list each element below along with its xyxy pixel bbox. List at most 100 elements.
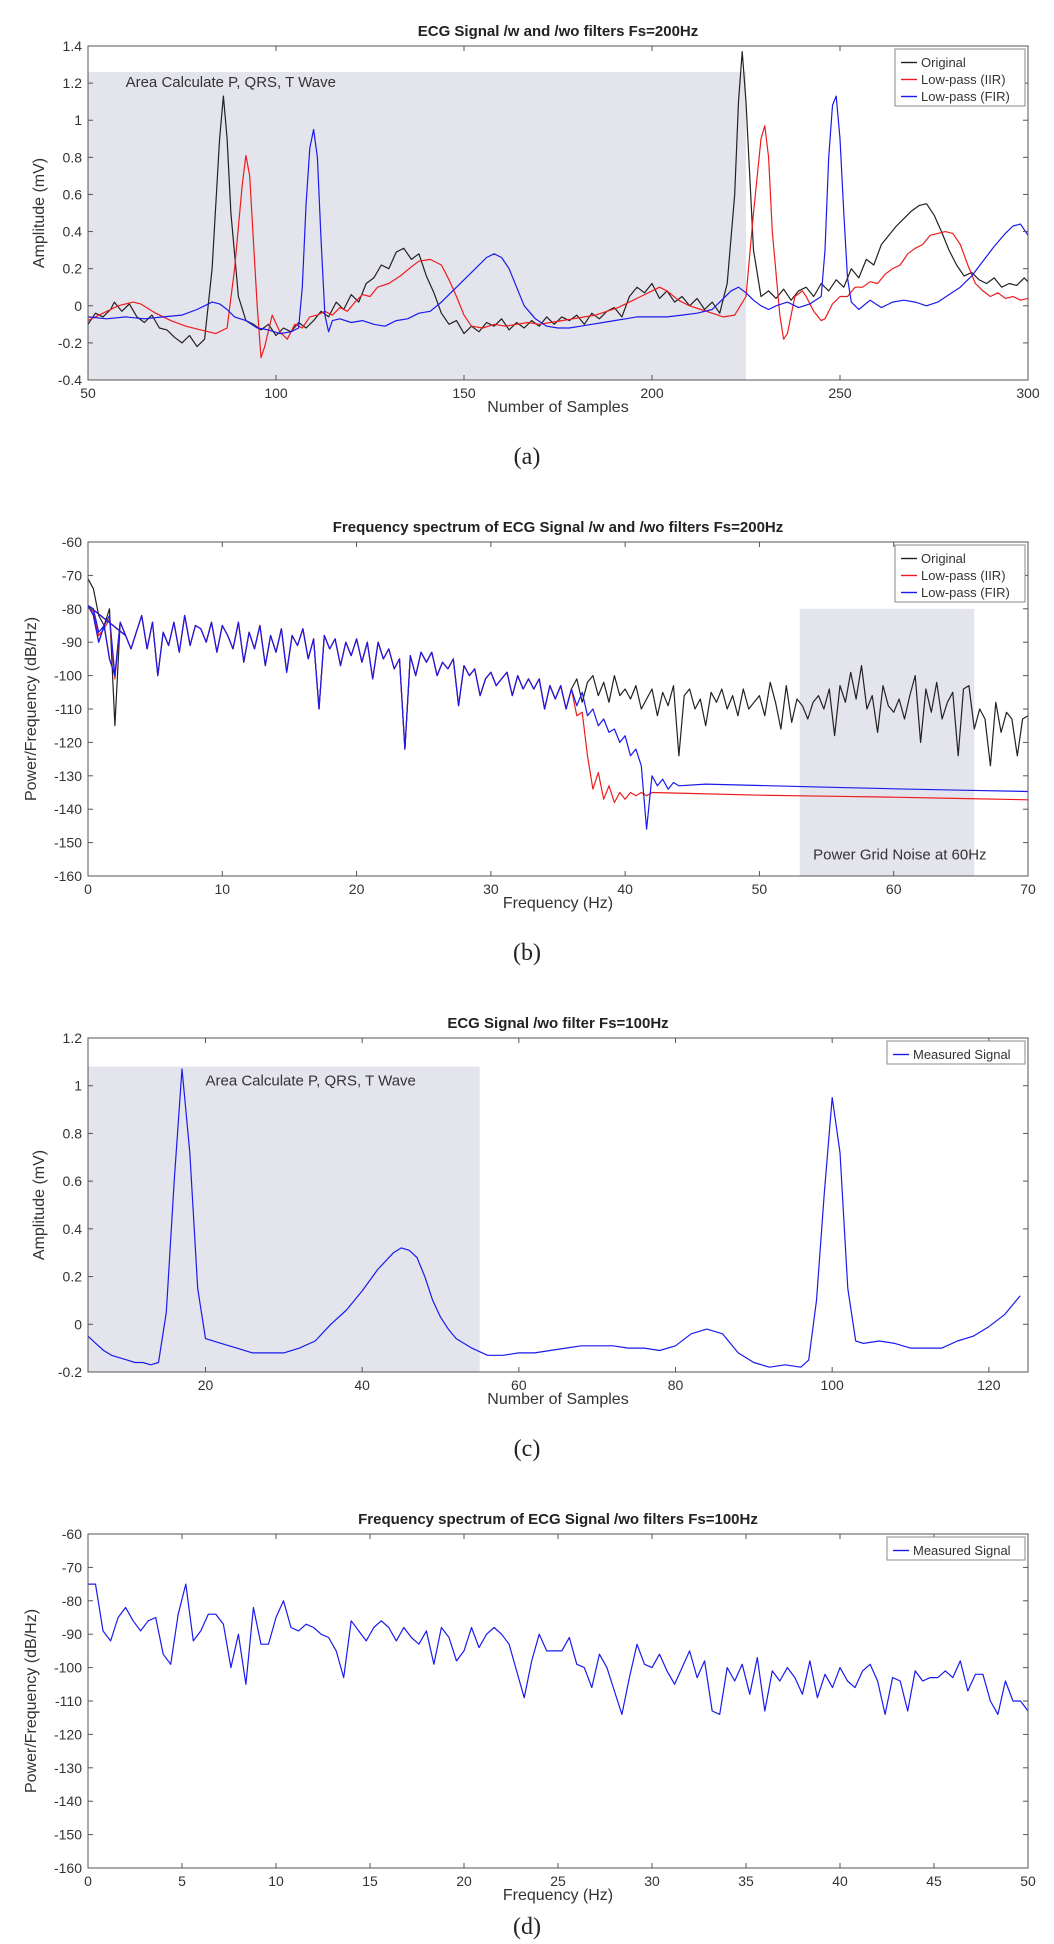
legend-box [886, 1536, 1026, 1561]
y-tick-label: -60 [62, 1526, 82, 1542]
legend-entry: Measured Signal [913, 1047, 1011, 1062]
y-tick-label: -150 [54, 835, 82, 851]
y-tick-label: -110 [55, 1693, 82, 1709]
y-tick-label: -80 [62, 1593, 82, 1609]
legend-box [886, 1040, 1026, 1065]
y-tick-label: -0.2 [58, 335, 82, 351]
legend-entry: Measured Signal [913, 1543, 1011, 1558]
series-line-measured-signal [88, 1583, 1028, 1715]
x-tick-label: 70 [1020, 881, 1036, 897]
y-tick-label: 1 [74, 112, 82, 128]
y-tick-label: -70 [62, 567, 82, 583]
chart-title: ECG Signal /wo filter Fs=100Hz [447, 1015, 668, 1032]
x-tick-label: 10 [268, 1873, 284, 1889]
series-line-low-pass-fir [88, 95, 1028, 335]
x-tick-label: 40 [617, 881, 633, 897]
y-tick-label: 0.4 [63, 224, 83, 240]
y-axis-label: Amplitude (mV) [31, 1150, 48, 1260]
y-tick-label: 1.4 [63, 38, 83, 54]
axes-frame [87, 45, 1029, 381]
region-label: Area Calculate P, QRS, T Wave [126, 74, 336, 91]
x-tick-label: 30 [483, 881, 499, 897]
x-tick-label: 5 [178, 1873, 186, 1889]
y-tick-label: -130 [54, 768, 82, 784]
y-tick-label: -130 [54, 1760, 82, 1776]
y-tick-label: -150 [54, 1827, 82, 1843]
y-tick-label: -0.4 [58, 372, 82, 388]
x-tick-label: 100 [820, 1377, 844, 1393]
y-tick-label: -90 [62, 634, 82, 650]
axes-frame [87, 1037, 1029, 1373]
legend: Measured Signal [886, 1040, 1026, 1065]
chart-title: ECG Signal /w and /wo filters Fs=200Hz [418, 23, 699, 40]
y-axis-label: Power/Frequency (dB/Hz) [23, 617, 40, 801]
shaded-region [88, 71, 746, 380]
x-tick-label: 100 [264, 385, 288, 401]
shaded-region [88, 1066, 480, 1372]
x-tick-label: 35 [738, 1873, 754, 1889]
x-tick-label: 50 [752, 881, 768, 897]
x-axis-label: Frequency (Hz) [503, 1887, 613, 1904]
x-axis-label: Number of Samples [487, 1391, 628, 1408]
x-tick-label: 250 [828, 385, 852, 401]
y-tick-label: 0.6 [63, 1173, 83, 1189]
legend: Original Low-pass (IIR) Low-pass (FIR) [894, 544, 1026, 603]
figure-caption: (d) [513, 1914, 541, 1940]
y-tick-label: 0.2 [63, 1269, 83, 1285]
chart-title: Frequency spectrum of ECG Signal /wo fil… [358, 1511, 758, 1528]
x-tick-label: 150 [452, 385, 476, 401]
x-tick-label: 40 [354, 1377, 370, 1393]
y-tick-label: 1.2 [63, 75, 83, 91]
y-tick-label: -160 [54, 868, 82, 884]
y-tick-label: -0.2 [58, 1364, 82, 1380]
axes-frame [87, 1533, 1029, 1869]
shaded-region [799, 608, 975, 876]
legend-entry: Low-pass (IIR) [921, 568, 1006, 583]
legend-entry: Original [921, 55, 966, 70]
y-tick-label: -100 [54, 668, 82, 684]
x-tick-label: 45 [926, 1873, 942, 1889]
x-tick-label: 60 [886, 881, 902, 897]
legend: Original Low-pass (IIR) Low-pass (FIR) [894, 48, 1026, 107]
chart-title: Frequency spectrum of ECG Signal /w and … [333, 519, 784, 536]
x-tick-label: 20 [349, 881, 365, 897]
x-tick-label: 300 [1016, 385, 1040, 401]
x-tick-label: 120 [977, 1377, 1001, 1393]
series-line-original [88, 51, 1028, 348]
y-tick-label: 0.8 [63, 1125, 83, 1141]
y-tick-label: 0.6 [63, 186, 83, 202]
y-axis-label: Amplitude (mV) [31, 158, 48, 268]
figure-caption: (c) [514, 1436, 541, 1462]
x-axis-label: Frequency (Hz) [503, 895, 613, 912]
y-tick-label: -80 [62, 601, 82, 617]
y-tick-label: -100 [54, 1660, 82, 1676]
y-tick-label: 0 [74, 298, 82, 314]
x-tick-label: 50 [1020, 1873, 1036, 1889]
y-tick-label: 0.4 [63, 1221, 83, 1237]
x-tick-label: 0 [84, 881, 92, 897]
x-axis-label: Number of Samples [487, 399, 628, 416]
x-tick-label: 30 [644, 1873, 660, 1889]
y-tick-label: -120 [54, 1726, 82, 1742]
x-tick-label: 50 [80, 385, 96, 401]
x-tick-label: 40 [832, 1873, 848, 1889]
y-tick-label: -120 [54, 734, 82, 750]
y-tick-label: -60 [62, 534, 82, 550]
y-tick-label: -160 [54, 1860, 82, 1876]
y-tick-label: 0.8 [63, 149, 83, 165]
y-tick-label: -110 [55, 701, 82, 717]
legend: Measured Signal [886, 1536, 1026, 1561]
legend-entry: Original [921, 551, 966, 566]
legend-entry: Low-pass (FIR) [921, 585, 1010, 600]
x-tick-label: 15 [362, 1873, 378, 1889]
x-tick-label: 25 [550, 1873, 566, 1889]
y-tick-label: -70 [62, 1559, 82, 1575]
chart-c: ECG Signal /wo filter Fs=100Hz Area Calcu… [31, 1015, 1029, 1462]
y-axis-label: Power/Frequency (dB/Hz) [23, 1609, 40, 1793]
series-line-low-pass-fir [88, 604, 1028, 830]
y-tick-label: 0.2 [63, 261, 83, 277]
legend-entry: Low-pass (FIR) [921, 89, 1010, 104]
legend-entry: Low-pass (IIR) [921, 72, 1006, 87]
